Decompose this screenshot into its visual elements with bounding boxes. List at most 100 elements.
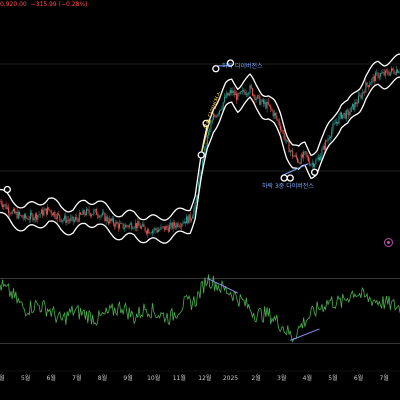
candle-body xyxy=(287,139,289,142)
candle-body xyxy=(321,149,323,156)
candle-body xyxy=(233,90,235,95)
candle-body xyxy=(6,207,8,210)
candle-body xyxy=(28,219,30,220)
candle-body xyxy=(70,218,72,221)
candle-body xyxy=(217,113,219,115)
candle-body xyxy=(210,123,212,130)
candle-body xyxy=(376,72,378,74)
candle-body xyxy=(32,214,34,221)
candle-body xyxy=(339,112,341,116)
x-tick-label: 4월 xyxy=(0,374,5,382)
candle-body xyxy=(289,150,291,153)
candle-body xyxy=(306,155,308,157)
candle-body xyxy=(266,101,268,109)
candle-body xyxy=(156,230,158,232)
candle-body xyxy=(262,99,264,104)
candle-body xyxy=(162,226,164,227)
candle-body xyxy=(309,161,311,166)
candle-body xyxy=(386,70,388,72)
candle-body xyxy=(298,161,300,163)
candle-body xyxy=(119,223,121,229)
candle-body xyxy=(159,229,161,231)
rsi-line xyxy=(0,274,400,343)
candle-body xyxy=(190,218,192,221)
candle-body xyxy=(336,121,338,124)
candle-body xyxy=(238,93,240,94)
candle-body xyxy=(20,215,22,216)
candle-body xyxy=(100,215,102,216)
candle-body xyxy=(317,157,319,160)
candle-body xyxy=(176,223,178,228)
candle-body xyxy=(221,107,223,110)
candle-body xyxy=(75,217,77,220)
candle-body xyxy=(117,223,119,229)
candle-body xyxy=(225,96,227,98)
candle-body xyxy=(34,213,36,219)
candle-body xyxy=(228,92,230,96)
candle-body xyxy=(189,214,191,221)
candle-body xyxy=(250,85,252,89)
candle-body xyxy=(120,223,122,224)
candle-body xyxy=(299,162,301,164)
candle-body xyxy=(22,217,24,219)
candle-body xyxy=(55,217,57,220)
candle-body xyxy=(284,139,286,141)
candle-body xyxy=(144,227,146,232)
candle-body xyxy=(153,230,155,231)
candle-body xyxy=(269,104,271,106)
candle-body xyxy=(215,116,217,118)
candle-body xyxy=(389,71,391,76)
candle-body xyxy=(206,135,208,146)
candle-body xyxy=(94,209,96,211)
candle-body xyxy=(281,129,283,131)
candle-body xyxy=(293,156,295,157)
candle-body xyxy=(43,210,45,216)
candle-body xyxy=(294,154,296,157)
candle-body xyxy=(237,93,239,100)
candle-body xyxy=(72,216,74,222)
candle-body xyxy=(84,214,86,215)
divergence-marker xyxy=(212,65,220,73)
divergence-marker xyxy=(280,174,288,182)
candle-body xyxy=(140,226,142,229)
candle-body xyxy=(216,114,218,118)
candle-body xyxy=(164,226,166,231)
candle-body xyxy=(132,228,134,230)
x-tick-label: 4월 xyxy=(303,374,312,382)
candle-body xyxy=(39,213,41,215)
candle-body xyxy=(259,95,261,105)
candle-body xyxy=(61,220,63,222)
candle-body xyxy=(286,139,288,141)
candle-body xyxy=(170,222,172,226)
candle-body xyxy=(273,112,275,117)
candle-body xyxy=(312,162,314,167)
candle-body xyxy=(155,228,157,231)
candle-body xyxy=(279,125,281,130)
candle-body xyxy=(142,224,144,227)
candle-body xyxy=(348,111,350,116)
candle-body xyxy=(60,218,62,222)
candle-body xyxy=(199,172,201,183)
annotation-bearish-divergence: 하락 다이버전스 xyxy=(222,62,263,70)
candle-body xyxy=(395,69,397,75)
candle-body xyxy=(377,72,379,78)
candle-body xyxy=(270,105,272,109)
candle-body xyxy=(355,102,357,104)
alert-marker-icon[interactable] xyxy=(384,238,393,247)
candle-body xyxy=(398,71,400,73)
candle-body xyxy=(137,221,139,229)
x-tick-label: 9월 xyxy=(123,374,132,382)
candle-body xyxy=(351,104,353,107)
candle-body xyxy=(201,160,203,173)
candle-body xyxy=(23,214,25,219)
candle-body xyxy=(311,162,313,165)
candle-body xyxy=(205,145,207,147)
candle-body xyxy=(79,212,81,215)
candle-body xyxy=(305,151,307,156)
candle-body xyxy=(319,157,321,161)
price-pane xyxy=(0,53,400,244)
x-tick-label: 6월 xyxy=(47,374,56,382)
candle-body xyxy=(370,83,372,85)
candle-body xyxy=(8,207,10,213)
